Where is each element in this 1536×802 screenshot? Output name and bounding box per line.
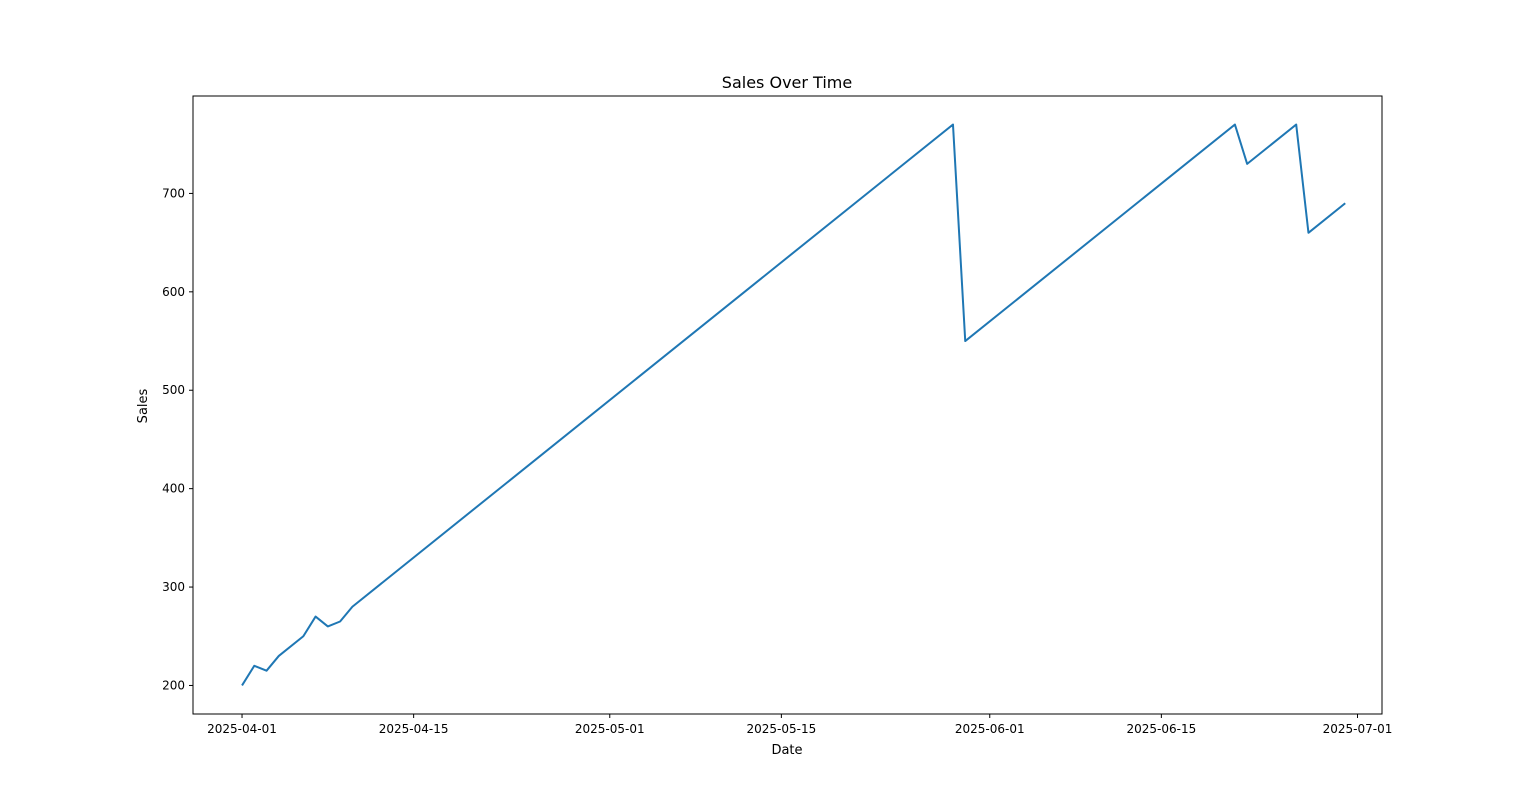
x-tick-label: 2025-07-01 <box>1323 722 1393 736</box>
x-tick-label: 2025-05-15 <box>746 722 816 736</box>
x-axis: 2025-04-01 2025-04-15 2025-05-01 2025-05-15… <box>207 714 1392 736</box>
y-axis-label: Sales <box>136 388 151 423</box>
x-tick-label: 2025-04-15 <box>379 722 449 736</box>
y-axis: 200 300 400 500 600 700 <box>162 186 193 692</box>
y-tick-label: 500 <box>162 383 185 397</box>
series-layer <box>241 123 1346 686</box>
x-tick-label: 2025-05-01 <box>575 722 645 736</box>
series-line-0 <box>241 123 1346 686</box>
plot-area-frame <box>192 95 1383 715</box>
x-tick-label: 2025-04-01 <box>207 722 277 736</box>
x-tick-label: 2025-06-15 <box>1126 722 1196 736</box>
x-tick-label: 2025-06-01 <box>955 722 1025 736</box>
y-tick-label: 300 <box>162 580 185 594</box>
y-tick-label: 400 <box>162 482 185 496</box>
x-axis-label: Date <box>771 743 802 758</box>
y-tick-label: 200 <box>162 678 185 692</box>
y-tick-label: 600 <box>162 285 185 299</box>
y-tick-label: 700 <box>162 186 185 200</box>
chart-title: Sales Over Time <box>722 73 852 92</box>
